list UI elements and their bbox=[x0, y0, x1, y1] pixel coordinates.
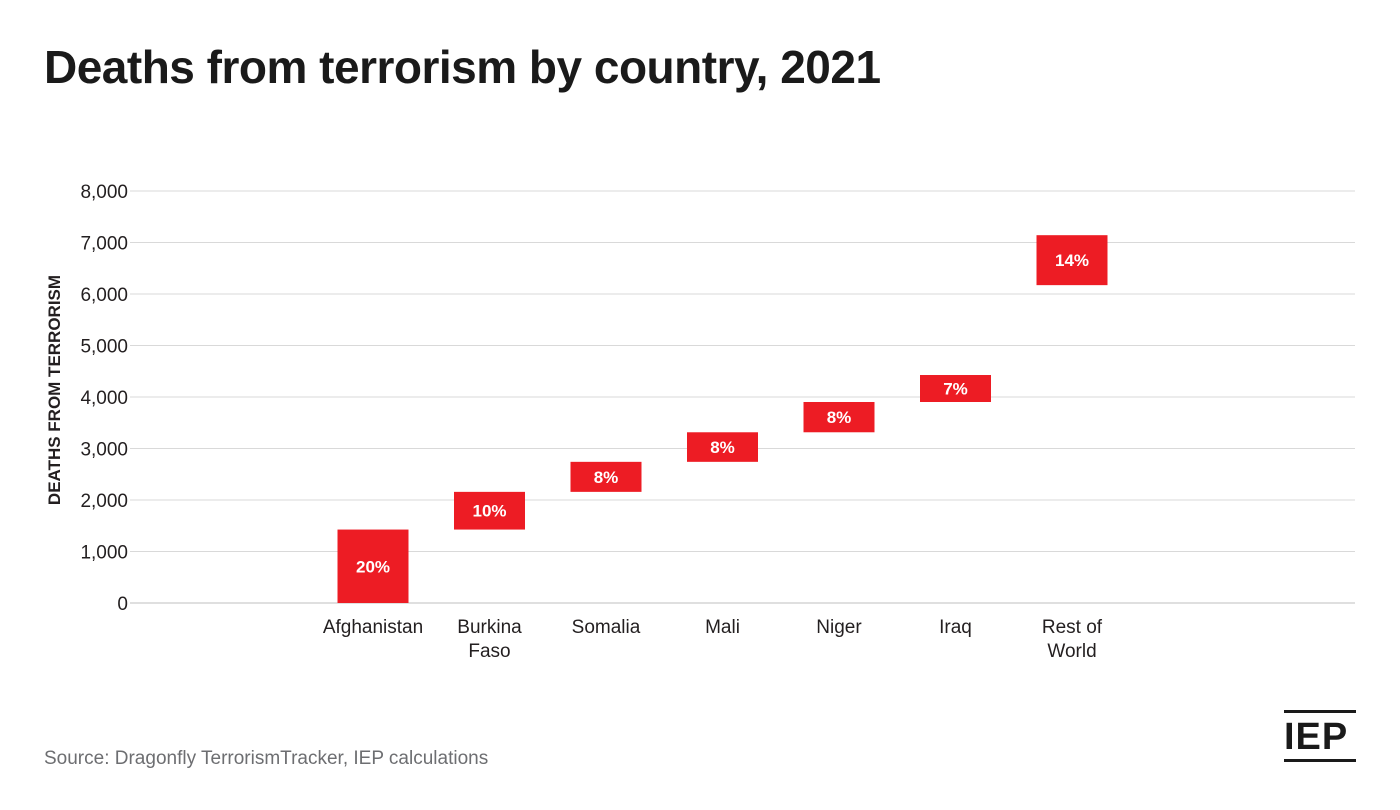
y-axis-ticks: 0 1,000 2,000 3,000 4,000 5,000 6,000 7,000 8,00… bbox=[80, 182, 128, 615]
x-tick-label: Rest of bbox=[1042, 617, 1103, 638]
logo-text: IEP bbox=[1284, 716, 1349, 758]
grid-lines bbox=[130, 190, 1355, 604]
data-label: 10% bbox=[472, 502, 506, 521]
bar bbox=[920, 375, 991, 402]
y-tick-label: 6,000 bbox=[80, 285, 128, 306]
y-tick-label: 2,000 bbox=[80, 491, 128, 512]
y-axis-label: DEATHS FROM TERRORISM bbox=[45, 275, 64, 505]
data-label: 7% bbox=[943, 380, 968, 399]
data-label: 8% bbox=[710, 438, 735, 457]
data-label: 8% bbox=[827, 408, 852, 427]
bar bbox=[803, 401, 875, 433]
x-tick-label: Mali bbox=[705, 617, 740, 638]
bar bbox=[570, 461, 642, 492]
x-tick-label: Afghanistan bbox=[323, 617, 423, 638]
x-tick-label: World bbox=[1047, 641, 1096, 662]
x-axis-ticks: Afghanistan Burkina Faso Somalia Mali Niger Ir… bbox=[323, 617, 1103, 662]
y-tick-label: 3,000 bbox=[80, 440, 128, 461]
data-label: 20% bbox=[356, 557, 390, 576]
y-tick-label: 8,000 bbox=[80, 182, 128, 203]
bars: 20% 10% 8% 8% 8% 7% 14% bbox=[337, 235, 1108, 603]
bar bbox=[337, 529, 409, 603]
y-tick-label: 4,000 bbox=[80, 388, 128, 409]
bar bbox=[1036, 235, 1108, 286]
y-tick-label: 7,000 bbox=[80, 234, 128, 255]
chart-title: Deaths from terrorism by country, 2021 bbox=[44, 41, 881, 93]
x-tick-label: Faso bbox=[468, 641, 510, 662]
x-tick-label: Niger bbox=[816, 617, 862, 638]
source-note: Source: Dragonfly TerrorismTracker, IEP … bbox=[44, 748, 489, 769]
iep-logo: IEP bbox=[1284, 710, 1356, 762]
y-tick-label: 0 bbox=[117, 594, 128, 615]
bar bbox=[454, 491, 525, 530]
x-tick-label: Burkina bbox=[457, 617, 522, 638]
data-label: 14% bbox=[1055, 251, 1089, 270]
bar bbox=[687, 432, 758, 462]
x-tick-label: Iraq bbox=[939, 617, 972, 638]
data-label: 8% bbox=[594, 468, 619, 487]
y-tick-label: 1,000 bbox=[80, 543, 128, 564]
y-tick-label: 5,000 bbox=[80, 337, 128, 358]
x-tick-label: Somalia bbox=[572, 617, 641, 638]
